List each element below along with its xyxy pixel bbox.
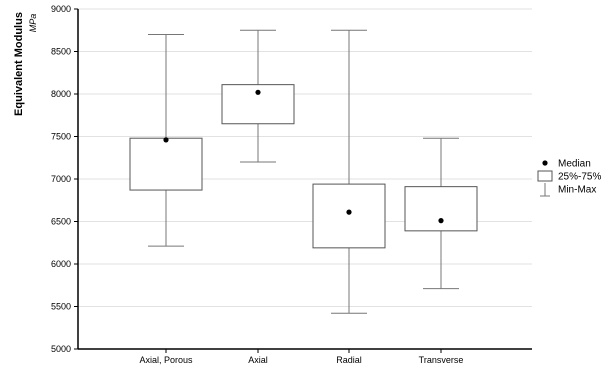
- legend-item: 25%-75%: [537, 170, 601, 183]
- legend-box-marker: [537, 170, 553, 182]
- y-axis-ticks: 5000 5500 6000 6500 7000 7500 8000 8500 9000: [51, 4, 78, 354]
- legend-median-marker: [542, 160, 548, 166]
- legend-label: Median: [558, 159, 591, 170]
- x-tick-label: Transverse: [419, 355, 464, 365]
- x-tick-label: Radial: [336, 355, 362, 365]
- box-group: [404, 137, 478, 290]
- legend-item: Min-Max: [540, 183, 596, 197]
- box-series: [129, 29, 478, 314]
- y-axis-unit: MPa: [28, 14, 38, 33]
- y-tick-label: 7000: [51, 174, 71, 184]
- x-axis-ticks: Axial, Porous Axial Radial Transverse: [139, 349, 463, 365]
- median-marker: [163, 137, 169, 143]
- box-iqr: [404, 186, 478, 232]
- y-tick-label: 8500: [51, 47, 71, 57]
- legend-item: Median: [542, 159, 591, 170]
- box-group: [221, 29, 295, 163]
- legend-label: 25%-75%: [558, 172, 601, 183]
- y-tick-label: 5500: [51, 302, 71, 312]
- y-tick-label: 6000: [51, 259, 71, 269]
- box-group: [312, 29, 386, 314]
- x-tick-label: Axial, Porous: [139, 355, 193, 365]
- median-marker: [346, 209, 352, 215]
- y-axis-label: Equivalent Modulus: [13, 12, 25, 116]
- y-tick-label: 6500: [51, 217, 71, 227]
- axes: [77, 9, 532, 350]
- box-group: [129, 34, 203, 247]
- median-marker: [438, 218, 444, 224]
- x-tick-label: Axial: [248, 355, 268, 365]
- y-tick-label: 7500: [51, 132, 71, 142]
- legend: Median 25%-75% Min-Max: [537, 159, 601, 197]
- legend-label: Min-Max: [558, 185, 596, 196]
- box-iqr: [312, 183, 386, 249]
- y-tick-label: 8000: [51, 89, 71, 99]
- y-tick-label: 9000: [51, 4, 71, 14]
- y-tick-label: 5000: [51, 344, 71, 354]
- median-marker: [255, 89, 261, 95]
- box-iqr: [129, 137, 203, 191]
